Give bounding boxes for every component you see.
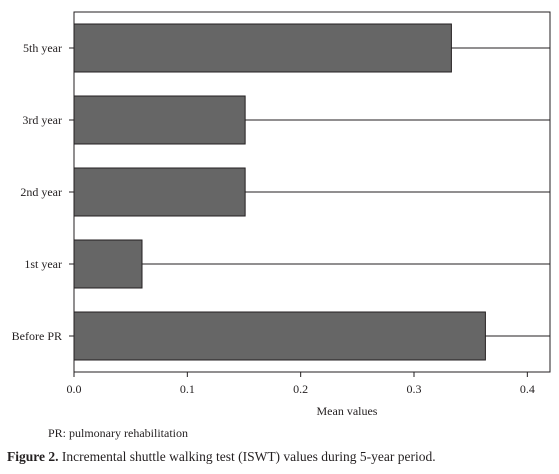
y-tick-label: 3rd year	[22, 113, 62, 127]
x-tick-label: 0.1	[180, 382, 195, 396]
y-tick-label: 1st year	[24, 257, 62, 271]
bar	[73, 95, 246, 145]
x-tick-label: 0.4	[520, 382, 535, 396]
bar-chart: Before PR 1st year 2nd year 3rd year 5th yea…	[12, 11, 551, 418]
x-tick-label: 0.2	[293, 382, 308, 396]
bar	[73, 311, 486, 361]
y-tick-label: 2nd year	[20, 185, 62, 199]
bar	[73, 167, 246, 217]
axes: Before PR 1st year 2nd year 3rd year 5th yea…	[12, 11, 551, 396]
figure-caption: Figure 2. Incremental shuttle walking te…	[7, 449, 436, 465]
bars	[73, 23, 486, 361]
caption-label: Figure 2.	[7, 449, 59, 464]
y-tick-label: Before PR	[12, 329, 62, 343]
bar	[73, 23, 452, 73]
y-tick-label: 5th year	[23, 41, 62, 55]
bar	[73, 239, 143, 289]
chart-note: PR: pulmonary rehabilitation	[48, 426, 188, 440]
x-tick-label: 0.0	[67, 382, 82, 396]
x-tick-label: 0.3	[407, 382, 422, 396]
x-axis-title: Mean values	[317, 404, 378, 418]
caption-text: Incremental shuttle walking test (ISWT) …	[58, 449, 436, 464]
